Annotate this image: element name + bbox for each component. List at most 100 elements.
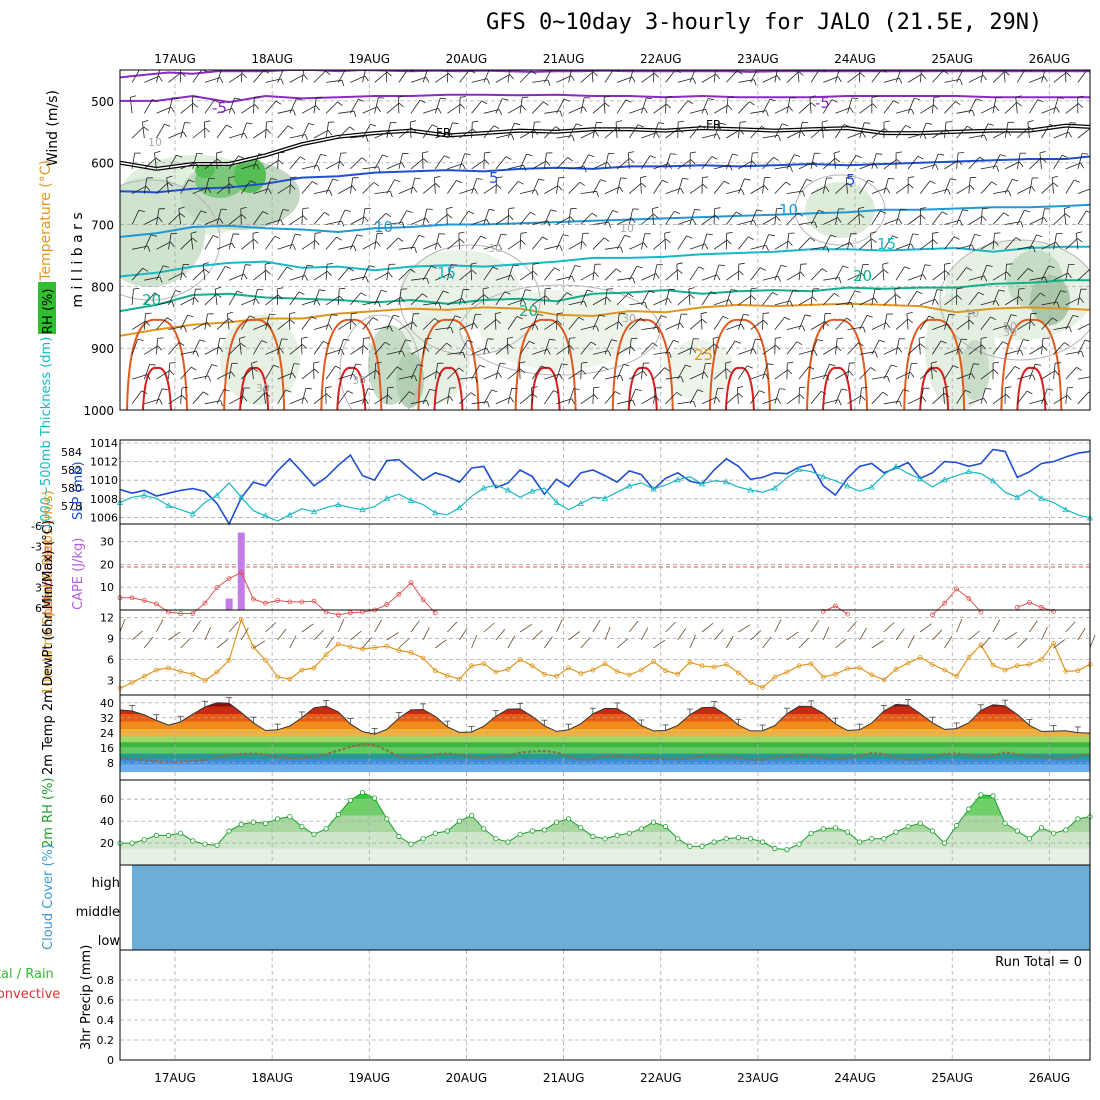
- wind-barb-flag: [981, 344, 987, 350]
- wind-barb: [1041, 124, 1051, 139]
- wind-barb-flag: [245, 264, 252, 266]
- wind-barb: [289, 215, 304, 225]
- wind-barb-flag: [861, 273, 866, 279]
- wind-barb-flag: [336, 236, 342, 241]
- wind-barb: [1077, 128, 1090, 139]
- rh-point: [153, 832, 159, 839]
- wind-barb-flag: [323, 340, 329, 345]
- wind-barb: [241, 163, 257, 170]
- wind-barb-flag: [446, 342, 452, 347]
- wind-barb-flag: [810, 102, 816, 107]
- thickness-point: [1062, 506, 1069, 513]
- wind-barb: [131, 70, 140, 83]
- rh-point: [408, 841, 414, 847]
- wind-barb-flag: [824, 321, 830, 327]
- wind-barb: [156, 182, 169, 194]
- wind-barb: [350, 216, 365, 225]
- wind-barb-flag: [592, 71, 598, 77]
- wind-barb-flag: [667, 298, 672, 304]
- wind-speed-point: [687, 659, 693, 665]
- wind-barb-flag: [677, 269, 683, 274]
- wind-barb-flag: [304, 397, 309, 403]
- wind-barb-flag: [846, 175, 853, 179]
- wind-barb: [301, 70, 305, 83]
- wind-barb: [228, 155, 239, 170]
- wind-barb-flag: [882, 262, 889, 265]
- surface-barb: [580, 637, 591, 649]
- wind-barb-flag: [541, 365, 547, 369]
- wind-barb-flag: [650, 155, 656, 159]
- wind-barb: [823, 76, 839, 83]
- wind-barb-flag: [468, 210, 475, 215]
- wind-speed-point: [1039, 657, 1044, 662]
- wind-barb-flag: [1046, 67, 1052, 68]
- warm-contour: [514, 318, 577, 410]
- wind-barb-flag: [483, 294, 489, 299]
- wind-barb: [532, 101, 544, 114]
- wind-barb: [277, 319, 291, 330]
- wind-barb-flag: [145, 320, 150, 326]
- wind-barb-flag: [274, 235, 281, 240]
- wind-speed-point: [396, 648, 402, 653]
- wind-barb: [1063, 208, 1067, 225]
- wind-barb-flag: [559, 245, 563, 252]
- wind-barb-flag: [200, 210, 207, 214]
- wind-barb-flag: [843, 124, 850, 128]
- wind-barb-flag: [983, 397, 988, 404]
- rh-point: [1063, 827, 1069, 833]
- wind-barb: [883, 364, 892, 380]
- wind-barb-flag: [883, 269, 889, 274]
- wind-barb-flag: [222, 67, 228, 68]
- wind-barb-flag: [339, 161, 345, 167]
- wind-barb: [494, 313, 497, 330]
- wind-barb: [1065, 367, 1077, 380]
- wind-barb-flag: [878, 339, 885, 343]
- rh-point: [917, 820, 923, 826]
- wind-barb-flag: [343, 338, 350, 341]
- wind-barb-flag: [903, 389, 910, 392]
- wind-barb: [519, 393, 533, 405]
- wind-barb-flag: [381, 289, 388, 293]
- wind-barb-flag: [892, 235, 899, 239]
- wind-barb: [507, 208, 510, 225]
- rh-point: [359, 789, 366, 796]
- wind-barb-flag: [498, 372, 503, 378]
- wind-speed-point: [869, 672, 875, 678]
- wind-barb: [980, 300, 997, 306]
- wind-speed-point: [639, 667, 644, 673]
- wind-barb: [1077, 153, 1083, 170]
- wind-barb-flag: [351, 320, 356, 326]
- wind-barb: [798, 179, 807, 194]
- wind-barb: [301, 388, 307, 404]
- wind-barb-flag: [834, 292, 840, 297]
- rh-point: [614, 832, 620, 839]
- wind-barb: [798, 349, 815, 355]
- wind-barb: [192, 210, 202, 225]
- wind-barb-flag: [254, 104, 259, 110]
- wind-barb: [895, 371, 911, 380]
- wind-barb-flag: [636, 265, 643, 269]
- wind-barb: [1017, 126, 1030, 139]
- wind-barb-flag: [974, 234, 981, 236]
- wind-barb-flag: [269, 313, 276, 315]
- wind-barb: [398, 127, 412, 139]
- wind-barb-flag: [519, 361, 526, 364]
- contour-label-rh30_e: 30: [1003, 326, 1017, 339]
- thickness-point: [844, 482, 851, 489]
- wind-barb-flag: [584, 166, 587, 173]
- wind-barb-flag: [470, 262, 477, 265]
- surface-barb: [495, 628, 506, 641]
- wind-barb-flag: [760, 267, 766, 271]
- wind-barb-flag: [678, 120, 685, 123]
- wind-barb: [168, 342, 180, 355]
- wind-barb-flag: [805, 314, 812, 317]
- rh-point: [784, 846, 790, 853]
- wind-barb: [992, 154, 1001, 170]
- wind-barb: [810, 391, 822, 405]
- wind-barb-flag: [507, 343, 514, 349]
- temp-band: [120, 702, 1090, 707]
- wind-barb-flag: [522, 299, 527, 306]
- wind-barb: [847, 213, 860, 225]
- wind-barb-flag: [802, 325, 806, 332]
- wind-barb: [483, 152, 485, 169]
